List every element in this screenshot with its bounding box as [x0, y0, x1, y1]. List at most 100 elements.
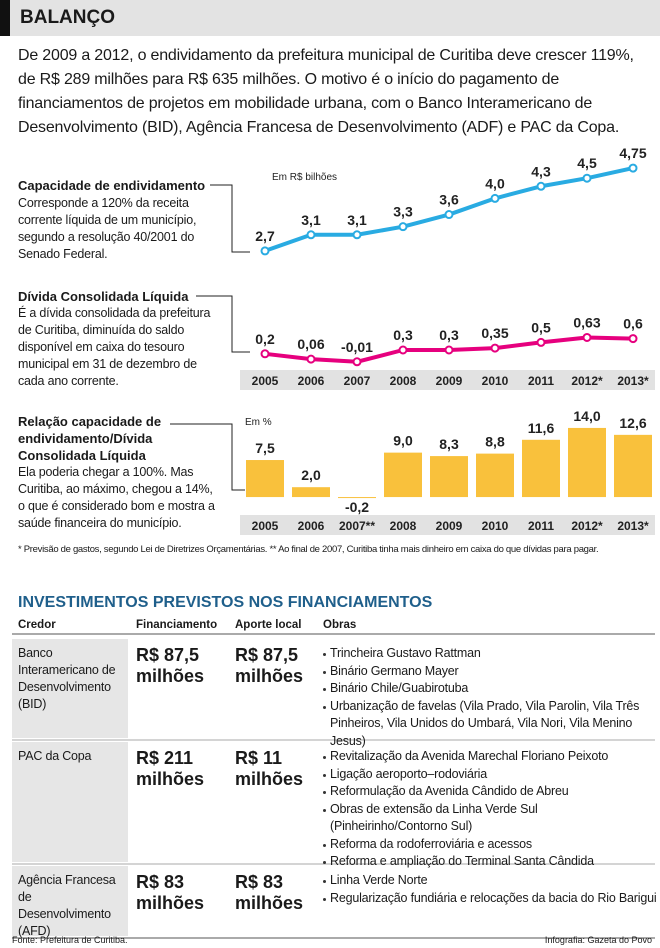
category-strip — [240, 515, 655, 535]
value-label: 0,6 — [623, 316, 643, 332]
table-title: INVESTIMENTOS PREVISTOS NOS FINANCIAMENT… — [18, 594, 433, 611]
value-label: 2,0 — [301, 467, 321, 483]
point — [260, 349, 270, 359]
point — [628, 334, 638, 344]
point — [490, 343, 500, 353]
financiamento: R$ 83 milhões — [136, 872, 205, 913]
value-label: 4,5 — [577, 155, 597, 171]
header-bar — [0, 0, 660, 36]
cell-bg — [12, 866, 128, 936]
point — [398, 345, 408, 355]
x-tick-label: 2011 — [528, 374, 554, 388]
obra: Reforma da rodoferroviária e acessos — [322, 836, 658, 854]
x-tick-label: 2011 — [528, 519, 554, 533]
value-label: 2,7 — [255, 228, 275, 244]
value-label: 0,5 — [531, 319, 551, 335]
x-tick-label: 2008 — [390, 519, 417, 533]
chart-title: Relação capacidade de endividamento/Dívi… — [18, 414, 162, 463]
x-tick-label: 2013* — [617, 519, 649, 533]
value-label: 11,6 — [528, 420, 555, 436]
value-label: 3,6 — [439, 192, 459, 208]
point — [444, 345, 454, 355]
obra: Binário Germano Mayer — [322, 663, 658, 681]
column-header: Credor — [18, 619, 56, 631]
x-tick-label: 2013* — [617, 374, 649, 388]
leader-line — [196, 295, 250, 353]
x-tick-label: 2007 — [344, 374, 371, 388]
bar — [476, 453, 514, 498]
x-tick-label: 2010 — [482, 374, 509, 388]
x-tick-label: 2006 — [298, 374, 325, 388]
value-label: 3,1 — [347, 212, 367, 228]
value-label: 0,06 — [297, 336, 324, 352]
value-label: 9,0 — [393, 433, 413, 449]
value-label: 4,75 — [619, 145, 646, 161]
footnote: * Previsão de gastos, segundo Lei de Dir… — [18, 544, 599, 555]
obra: Urbanização de favelas (Vila Prado, Vila… — [322, 698, 658, 751]
credor: Banco Interamericano de Desenvolvimento … — [18, 646, 116, 711]
chart-description: É a dívida consolidada da prefeitura de … — [18, 306, 211, 388]
unit-label: Em % — [245, 417, 272, 428]
point — [260, 246, 270, 256]
obra: Revitalização da Avenida Marechal Floria… — [322, 748, 658, 766]
credor: Agência Francesa de Desenvolvimento (AFD… — [18, 873, 116, 938]
category-strip — [240, 370, 655, 390]
x-tick-label: 2009 — [436, 374, 463, 388]
point — [306, 230, 316, 240]
bar — [522, 439, 560, 498]
aporte-local: R$ 11 milhões — [235, 748, 304, 789]
aporte-local: R$ 83 milhões — [235, 872, 304, 913]
bar — [614, 434, 652, 498]
obra: Binário Chile/Guabirotuba — [322, 680, 658, 698]
value-label: 14,0 — [573, 408, 600, 424]
value-label: 8,8 — [485, 434, 505, 450]
point — [490, 193, 500, 203]
chart-title: Dívida Consolidada Líquida — [18, 289, 189, 304]
obra: Obras de extensão da Linha Verde Sul (Pi… — [322, 801, 658, 836]
obra: Ligação aeroporto–rodoviária — [322, 766, 658, 784]
header-title: BALANÇO — [20, 7, 115, 28]
unit-label: Em R$ bilhões — [272, 172, 337, 183]
column-header: Aporte local — [235, 619, 302, 631]
column-header: Obras — [323, 619, 357, 631]
bar — [338, 497, 376, 499]
value-label: 4,3 — [531, 163, 551, 179]
cell-bg — [12, 742, 128, 862]
value-label: 3,3 — [393, 204, 413, 220]
bar — [384, 452, 422, 498]
x-tick-label: 2010 — [482, 519, 509, 533]
obra: Reforma e ampliação do Terminal Santa Câ… — [322, 853, 658, 871]
obra: Linha Verde Norte — [322, 872, 658, 890]
obra: Regularização fundiária e relocações da … — [322, 890, 658, 908]
column-header: Financiamento — [136, 619, 218, 631]
value-label: 8,3 — [439, 436, 459, 452]
cell-bg — [12, 639, 128, 738]
credit: Infografia: Gazeta do Povo — [544, 935, 652, 945]
obra: Trincheira Gustavo Rattman — [322, 645, 658, 663]
chart-title: Capacidade de endividamento — [18, 178, 206, 193]
value-label: 0,2 — [255, 331, 275, 347]
point — [444, 210, 454, 220]
source: Fonte: Prefeitura de Curitiba. — [12, 935, 128, 945]
x-tick-label: 2009 — [436, 519, 463, 533]
obras: Revitalização da Avenida Marechal Floria… — [322, 748, 658, 871]
x-tick-label: 2007** — [339, 519, 375, 533]
financiamento: R$ 87,5 milhões — [136, 645, 205, 686]
point — [536, 337, 546, 347]
bar — [246, 460, 284, 498]
point — [628, 163, 638, 173]
value-label: 0,3 — [439, 327, 459, 343]
point — [582, 332, 592, 342]
point — [398, 222, 408, 232]
aporte-local: R$ 87,5 milhões — [235, 645, 304, 686]
x-tick-label: 2012* — [571, 519, 603, 533]
obras: Trincheira Gustavo Rattman Binário German… — [322, 645, 658, 750]
value-label: 0,63 — [573, 314, 600, 330]
value-label: 3,1 — [301, 212, 321, 228]
point — [352, 230, 362, 240]
chart-description: Corresponde a 120% da receita corrente l… — [18, 196, 197, 261]
bar — [430, 456, 468, 498]
point — [582, 173, 592, 183]
